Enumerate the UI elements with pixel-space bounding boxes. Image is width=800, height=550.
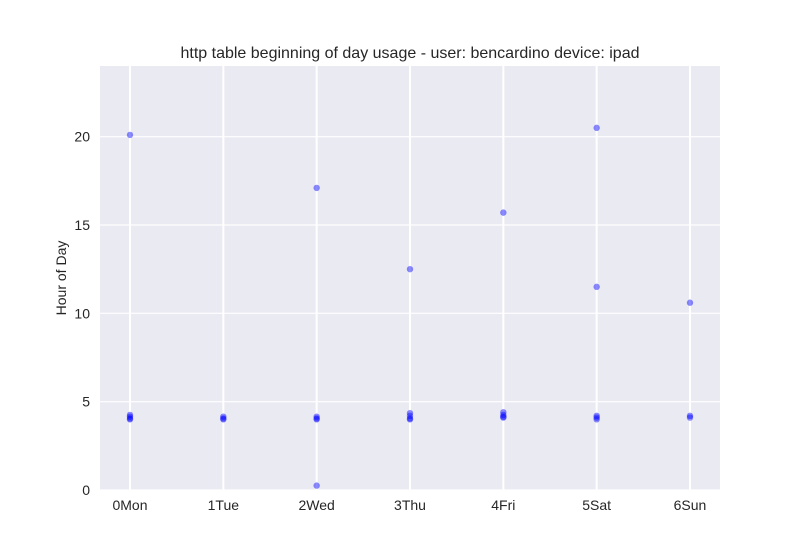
data-point: [220, 415, 227, 422]
y-axis-label: Hour of Day: [53, 241, 69, 316]
data-point: [220, 413, 227, 420]
chart-title: http table beginning of day usage - user…: [181, 45, 640, 62]
data-point: [126, 131, 134, 139]
data-point: [126, 416, 134, 423]
y-tick-label: 0: [82, 482, 90, 498]
data-point: [313, 482, 320, 489]
data-point: [593, 412, 600, 419]
x-tick-label: 5Sat: [582, 497, 611, 513]
data-point: [406, 416, 414, 423]
data-point: [593, 283, 600, 291]
y-tick-label: 15: [74, 217, 90, 233]
x-tick-label: 2Wed: [299, 497, 335, 513]
data-point: [500, 409, 507, 416]
data-point: [313, 415, 320, 422]
data-point: [500, 414, 507, 421]
grid-lines: [100, 66, 720, 491]
data-point: [220, 416, 227, 423]
data-point: [126, 415, 134, 422]
data-point: [406, 415, 414, 422]
data-point: [686, 414, 694, 421]
x-tick-label: 3Thu: [394, 497, 426, 513]
x-tick-label: 0Mon: [112, 497, 147, 513]
y-tick-label: 20: [74, 129, 90, 145]
data-points: [126, 124, 694, 489]
y-tick-label: 10: [74, 305, 90, 321]
x-tick-label: 1Tue: [208, 497, 240, 513]
data-point: [406, 409, 414, 417]
data-point: [593, 416, 600, 423]
data-point: [313, 413, 320, 420]
data-point: [406, 412, 414, 419]
y-tick-label: 5: [82, 394, 90, 410]
data-point: [406, 265, 414, 273]
data-point: [686, 299, 694, 306]
data-point: [500, 413, 507, 420]
data-point: [126, 411, 134, 419]
data-point: [593, 124, 600, 132]
x-tick-label: 6Sun: [674, 497, 707, 513]
data-point: [126, 413, 134, 420]
data-point: [593, 414, 600, 421]
x-axis-ticks: 0Mon 1Tue 2Wed 3Thu 4Fri 5Sat 6Sun: [112, 497, 706, 513]
data-point: [500, 411, 507, 419]
data-point: [313, 184, 320, 192]
x-tick-label: 4Fri: [491, 497, 515, 513]
data-point: [313, 416, 320, 423]
data-point: [686, 412, 694, 419]
y-axis-ticks: 0 5 10 15 20: [74, 129, 90, 498]
data-point: [500, 209, 507, 216]
